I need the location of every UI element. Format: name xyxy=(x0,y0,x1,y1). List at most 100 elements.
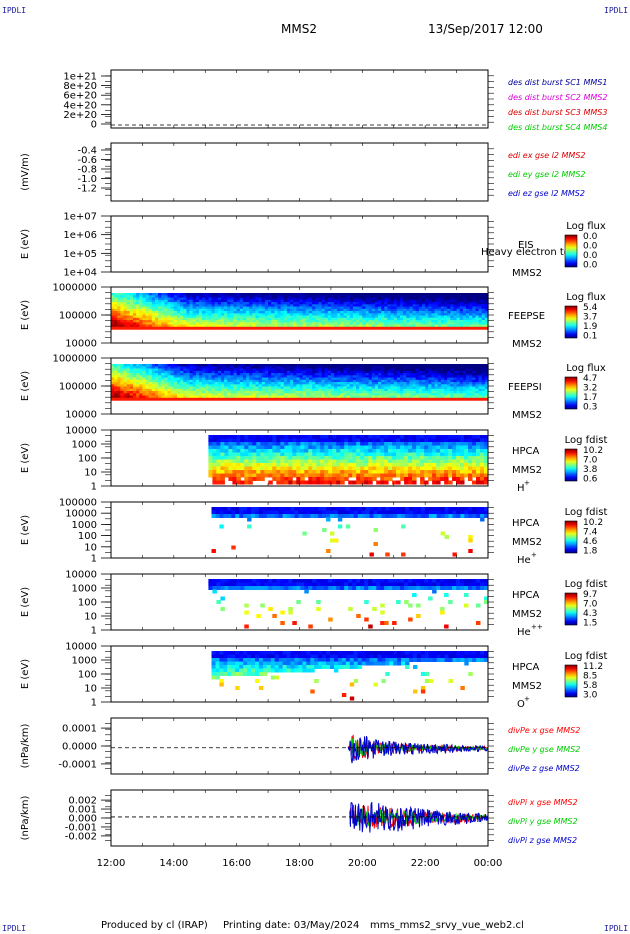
heatmap-cell xyxy=(328,463,333,467)
heatmap-cell xyxy=(272,456,277,460)
heatmap-cell xyxy=(239,373,244,376)
heatmap-cell xyxy=(334,320,338,323)
heatmap-cell xyxy=(388,470,393,474)
heatmap-cell xyxy=(343,311,348,314)
heatmap-cell xyxy=(271,320,275,323)
heatmap-cell xyxy=(167,391,172,394)
heatmap-cell xyxy=(360,442,365,446)
heatmap-cell xyxy=(205,391,209,394)
heatmap-cell xyxy=(242,395,247,399)
heatmap-cell xyxy=(221,373,225,376)
heatmap-cell xyxy=(248,463,253,467)
heatmap-cell xyxy=(420,466,425,471)
heatmap-cell xyxy=(268,295,272,299)
heatmap-cell xyxy=(318,388,323,392)
heatmap-cell xyxy=(412,384,417,388)
heatmap-cell xyxy=(349,364,354,367)
heatmap-cell xyxy=(365,364,370,367)
heatmap-cell xyxy=(261,391,266,394)
heatmap-cell xyxy=(173,295,178,299)
heatmap-cell xyxy=(242,391,247,394)
heatmap-cell xyxy=(412,324,417,328)
heatmap-cell xyxy=(328,459,333,464)
heatmap-cell xyxy=(481,388,486,392)
heatmap-cell xyxy=(233,384,238,388)
heatmap-cell xyxy=(139,297,143,301)
heatmap-cell xyxy=(378,308,382,312)
heatmap-cell xyxy=(371,384,376,388)
heatmap-cell xyxy=(227,315,231,319)
heatmap-cell xyxy=(158,379,162,383)
ytick-label: -0.6 xyxy=(77,155,97,166)
heatmap-cell xyxy=(280,297,285,301)
heatmap-cell xyxy=(425,386,429,390)
heatmap-cell xyxy=(447,293,451,296)
heatmap-cell xyxy=(356,456,361,460)
heatmap-cell xyxy=(211,306,216,310)
heatmap-cell xyxy=(387,393,392,397)
heatmap-cell xyxy=(136,322,140,326)
heatmap-cell xyxy=(387,368,392,372)
heatmap-cell xyxy=(462,293,467,296)
heatmap-cell xyxy=(412,370,417,374)
heatmap-cell xyxy=(255,386,260,390)
ytick-label: 1e+04 xyxy=(63,268,97,279)
heatmap-cell xyxy=(236,320,241,323)
heatmap-cell xyxy=(161,308,165,312)
heatmap-cell xyxy=(412,302,417,305)
heatmap-cell xyxy=(364,470,369,474)
heatmap-cell xyxy=(393,299,398,303)
heatmap-cell xyxy=(384,473,389,478)
heatmap-cell xyxy=(431,397,436,401)
heatmap-cell xyxy=(312,368,316,372)
heatmap-cell xyxy=(481,304,486,308)
heatmap-cell xyxy=(434,386,439,390)
heatmap-cell xyxy=(368,315,373,319)
heatmap-cell xyxy=(312,480,317,485)
heatmap-cell xyxy=(324,395,329,399)
heatmap-cell xyxy=(211,297,216,301)
heatmap-cell xyxy=(296,304,301,308)
ytick-label: -1.2 xyxy=(77,184,97,195)
heatmap-cell xyxy=(302,302,307,305)
heatmap-cell xyxy=(249,317,253,321)
heatmap-cell xyxy=(120,326,125,330)
heatmap-cell xyxy=(475,393,480,397)
heatmap-cell xyxy=(425,364,429,367)
heatmap-cell xyxy=(440,306,445,310)
heatmap-cell xyxy=(199,391,203,394)
heatmap-cell xyxy=(284,459,289,464)
heatmap-cell xyxy=(356,322,360,326)
heatmap-cell xyxy=(444,313,448,317)
heatmap-cell xyxy=(261,315,266,319)
heatmap-cell xyxy=(120,304,125,308)
heatmap-cell xyxy=(129,384,134,388)
heatmap-cell xyxy=(453,391,458,394)
heatmap-cell xyxy=(244,435,249,439)
heatmap-cell xyxy=(424,438,429,443)
heatmap-cell xyxy=(277,326,282,330)
heatmap-cell xyxy=(312,370,316,374)
heatmap-cell xyxy=(212,445,217,450)
heatmap-cell xyxy=(224,442,229,446)
heatmap-cell xyxy=(142,311,147,314)
heatmap-cell xyxy=(252,306,257,310)
heatmap-cell xyxy=(177,302,181,305)
heatmap-cell xyxy=(248,445,253,450)
heatmap-cell xyxy=(142,320,147,323)
heatmap-cell xyxy=(264,379,269,383)
heatmap-cell xyxy=(428,297,432,301)
heatmap-cell xyxy=(224,388,228,392)
heatmap-cell xyxy=(195,302,200,305)
heatmap-cell xyxy=(466,326,470,330)
heatmap-cell xyxy=(158,299,162,303)
heatmap-cell xyxy=(390,373,395,376)
heatmap-cell xyxy=(484,384,489,388)
heatmap-cell xyxy=(274,393,279,397)
heatmap-cell xyxy=(368,304,373,308)
heatmap-cell xyxy=(296,452,301,457)
heatmap-cell xyxy=(288,442,293,446)
heatmap-cell xyxy=(255,311,260,314)
heatmap-cell xyxy=(264,445,269,450)
heatmap-cell xyxy=(136,297,140,301)
